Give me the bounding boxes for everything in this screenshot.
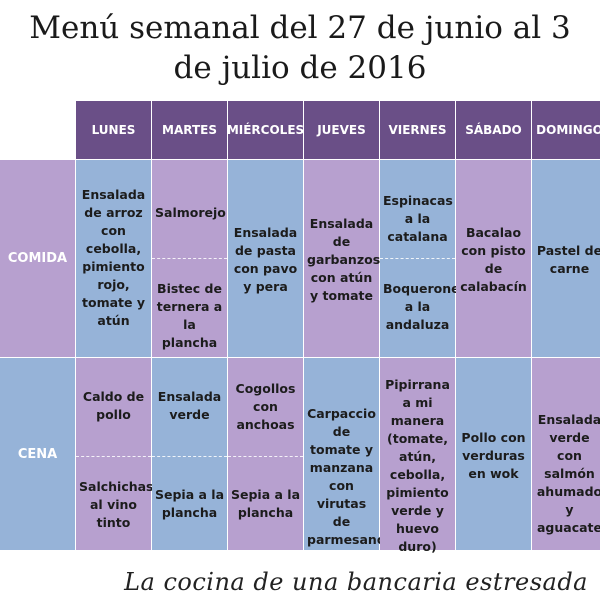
menu-item-comida-martes-2: Bistec de ternera a la plancha (156, 281, 223, 350)
menu-item-comida-martes-1: Salmorejo (155, 205, 226, 220)
menu-item-comida-miercoles: Ensalada de pasta con pavo y pera (233, 225, 298, 294)
weekly-menu-table: LUNES MARTES MIÉRCOLES JUEVES VIERNES SÁ… (0, 101, 600, 554)
menu-item-cena-miercoles-1: Cogollos con anchoas (235, 381, 296, 432)
menu-cell-cena-jueves: Carpaccio de tomate y manzana con viruta… (304, 358, 386, 550)
menu-item-cena-jueves: Carpaccio de tomate y manzana con viruta… (307, 406, 386, 547)
header-corner (0, 101, 75, 159)
menu-cell-cena-miercoles: Cogollos con anchoas Sepia a la plancha (228, 358, 303, 550)
menu-item-cena-martes-1: Ensalada verde (157, 389, 222, 422)
menu-cell-comida-jueves: Ensalada de garbanzos con atún y tomate (304, 160, 381, 357)
menu-cell-comida-domingo: Pastel de carne (532, 160, 600, 357)
day-header-martes: MARTES (152, 101, 227, 159)
menu-cell-cena-lunes: Caldo de pollo Salchichas al vino tinto (76, 358, 154, 550)
menu-cell-comida-viernes: Espinacas a la catalana Boquerones a la … (380, 160, 468, 357)
menu-item-comida-viernes-1: Espinacas a la catalana (383, 193, 453, 244)
menu-item-cena-lunes-2: Salchichas al vino tinto (79, 479, 154, 530)
course-divider (228, 456, 303, 457)
course-divider (152, 258, 227, 259)
day-header-sabado: SÁBADO (456, 101, 531, 159)
menu-item-comida-viernes-2: Boquerones a la andaluza (383, 281, 468, 332)
day-header-jueves: JUEVES (304, 101, 379, 159)
blog-signature: La cocina de una bancaria estresada (124, 568, 588, 596)
menu-item-cena-miercoles-2: Sepia a la plancha (231, 487, 301, 520)
menu-item-comida-sabado: Bacalao con pisto de calabacín (460, 225, 527, 294)
title-line-1: Menú semanal del 27 de junio al 3 (29, 10, 571, 46)
day-header-lunes: LUNES (76, 101, 151, 159)
menu-item-comida-jueves: Ensalada de garbanzos con atún y tomate (307, 216, 381, 303)
menu-cell-comida-martes: Salmorejo Bistec de ternera a la plancha (152, 160, 227, 357)
menu-cell-cena-sabado: Pollo con verduras en wok (456, 358, 531, 550)
course-divider (76, 456, 151, 457)
menu-cell-comida-miercoles: Ensalada de pasta con pavo y pera (228, 160, 303, 357)
menu-item-cena-domingo: Ensalada verde con salmón ahumado y agua… (536, 412, 600, 535)
title-line-2: de julio de 2016 (173, 50, 427, 86)
course-divider (152, 456, 227, 457)
menu-item-cena-martes-2: Sepia a la plancha (155, 487, 225, 520)
menu-item-cena-viernes: Pipirrana a mi manera (tomate, atún, ceb… (385, 377, 450, 554)
course-divider (380, 258, 455, 259)
day-header-viernes: VIERNES (380, 101, 455, 159)
day-header-domingo: DOMINGO (532, 101, 600, 159)
page-title: Menú semanal del 27 de junio al 3 de jul… (0, 8, 600, 88)
menu-cell-cena-viernes: Pipirrana a mi manera (tomate, atún, ceb… (380, 358, 455, 554)
menu-item-cena-sabado: Pollo con verduras en wok (461, 430, 526, 481)
menu-cell-comida-sabado: Bacalao con pisto de calabacín (456, 160, 531, 357)
menu-cell-cena-domingo: Ensalada verde con salmón ahumado y agua… (532, 358, 600, 550)
menu-cell-comida-lunes: Ensalada de arroz con cebolla, pimiento … (76, 160, 151, 357)
row-label-comida: COMIDA (0, 160, 75, 357)
day-header-miercoles: MIÉRCOLES (227, 101, 304, 159)
row-label-cena: CENA (0, 358, 75, 550)
menu-item-comida-domingo: Pastel de carne (536, 243, 600, 276)
menu-item-cena-lunes-1: Caldo de pollo (82, 389, 145, 422)
menu-cell-cena-martes: Ensalada verde Sepia a la plancha (152, 358, 227, 550)
menu-item-comida-lunes: Ensalada de arroz con cebolla, pimiento … (81, 187, 146, 328)
